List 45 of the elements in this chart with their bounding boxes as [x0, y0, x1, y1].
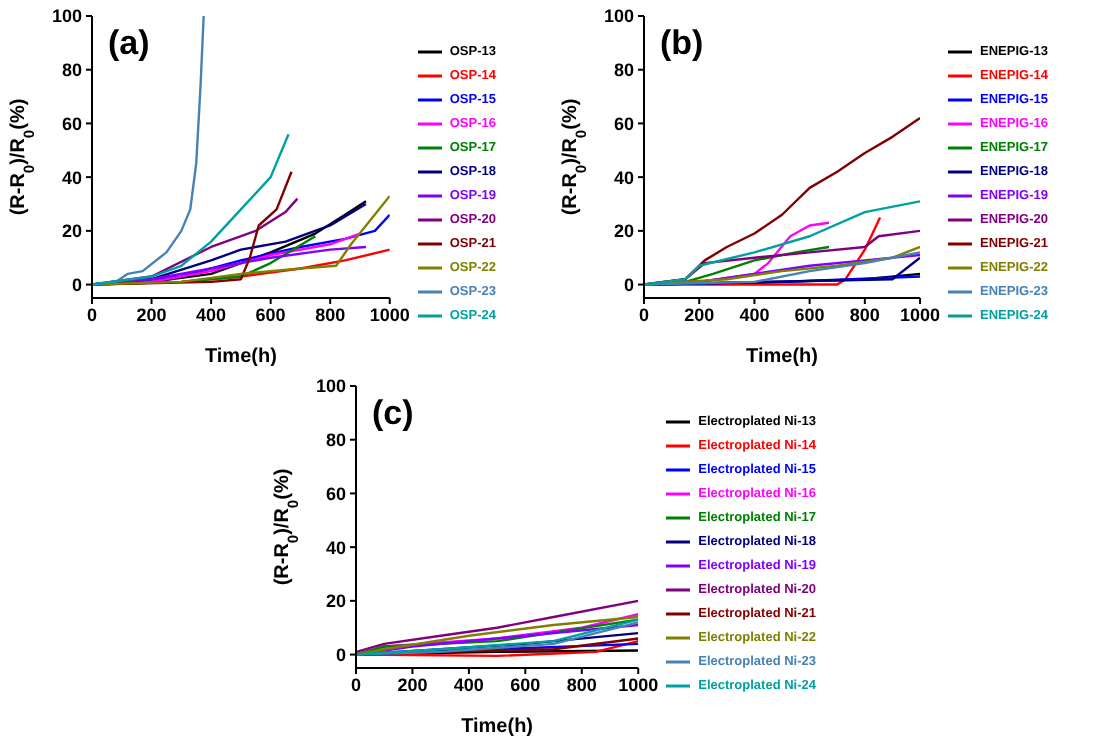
x-tick-label: 0 [86, 304, 98, 325]
x-tick-label: 0 [638, 304, 650, 325]
y-tick-label: 60 [613, 113, 634, 134]
x-tick-label: 800 [315, 304, 346, 325]
y-tick-label: 40 [325, 537, 346, 558]
x-tick-label: 400 [739, 304, 770, 325]
y-tick-label: 60 [325, 483, 346, 504]
x-tick-label: 600 [255, 304, 286, 325]
y-tick-label: 40 [61, 167, 82, 188]
y-tick-label: 80 [61, 60, 82, 81]
x-tick-label: 0 [350, 674, 362, 695]
annotation: (c) [372, 394, 414, 434]
annotation: (a) [108, 24, 150, 64]
line-series [356, 599, 639, 654]
x-axis-title: Time(h) [461, 716, 534, 738]
y-tick-label: 0 [335, 644, 346, 665]
y-tick-label: 20 [613, 221, 634, 242]
x-tick-label: 200 [684, 304, 715, 325]
x-tick-label: 1000 [618, 674, 659, 695]
x-tick-label: 200 [397, 674, 428, 695]
line-series [92, 132, 290, 286]
x-tick-label: 800 [849, 304, 880, 325]
annotation: (b) [660, 24, 704, 64]
x-axis-title: Time(h) [746, 346, 818, 368]
x-tick-label: 800 [566, 674, 597, 695]
y-tick-label: 100 [315, 376, 346, 397]
y-tick-label: 100 [51, 6, 82, 27]
x-tick-label: 600 [510, 674, 541, 695]
line-series [644, 200, 921, 286]
x-tick-label: 600 [794, 304, 825, 325]
x-tick-label: 1000 [900, 304, 941, 325]
x-tick-label: 400 [453, 674, 484, 695]
y-tick-label: 60 [61, 113, 82, 134]
y-tick-label: 40 [613, 167, 634, 188]
y-tick-label: 0 [623, 274, 634, 295]
y-tick-label: 20 [61, 221, 82, 242]
x-tick-label: 400 [196, 304, 227, 325]
x-axis-title: Time(h) [204, 346, 277, 368]
x-tick-label: 1000 [369, 304, 410, 325]
y-tick-label: 80 [325, 430, 346, 451]
x-tick-label: 200 [136, 304, 167, 325]
y-tick-label: 100 [603, 6, 634, 27]
y-tick-label: 0 [71, 274, 82, 295]
y-tick-label: 20 [325, 591, 346, 612]
y-tick-label: 80 [613, 60, 634, 81]
